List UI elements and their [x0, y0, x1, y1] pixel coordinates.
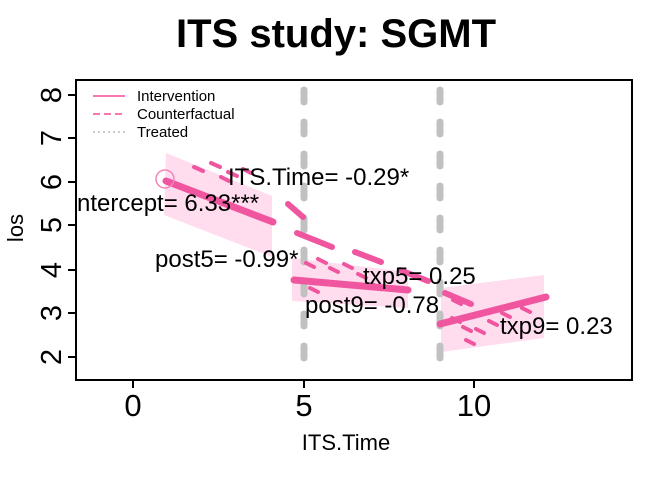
- fit-line-post5: [290, 276, 412, 294]
- counterfactual-dashed-line: [285, 201, 474, 307]
- ci-band-pre: [164, 153, 272, 257]
- x-axis-label: ITS.Time: [301, 430, 391, 455]
- y-axis-label: los: [3, 213, 28, 243]
- axis-tick-marks: [68, 94, 475, 388]
- interruption-lines: [300, 86, 444, 375]
- legend-label-counterfactual: Counterfactual: [137, 106, 235, 123]
- chart-title: ITS study: SGMT: [176, 12, 496, 56]
- y-tick-label-7: 7: [35, 129, 68, 147]
- plot-border: [75, 79, 633, 381]
- start-point-circle: [155, 169, 175, 189]
- fit-line-pre: [162, 177, 277, 226]
- legend-line-samples: [93, 95, 125, 133]
- annotation-txp5: txp5= 0.25: [363, 263, 476, 290]
- y-tick-label-6: 6: [35, 173, 68, 191]
- annotation-post9: post9= -0.78: [305, 292, 440, 319]
- annotation-slope: ITS.Time= -0.29*: [228, 164, 410, 191]
- legend-label-intervention: Intervention: [137, 88, 216, 105]
- y-tick-label-4: 4: [35, 261, 68, 279]
- x-tick-label-5: 5: [295, 388, 313, 423]
- y-tick-label-2: 2: [35, 348, 68, 366]
- intervention-fit-lines: [162, 177, 550, 328]
- annotation-intercept: ntercept= 6.33***: [77, 190, 260, 217]
- y-tick-label-5: 5: [35, 216, 68, 234]
- x-tick-label-10: 10: [456, 388, 492, 423]
- annotation-txp9: txp9= 0.23: [500, 313, 613, 340]
- y-tick-label-8: 8: [35, 86, 68, 104]
- legend-label-treated: Treated: [137, 124, 189, 141]
- y-tick-label-3: 3: [35, 304, 68, 322]
- fit-line-post9: [436, 293, 550, 328]
- x-tick-label-0: 0: [124, 388, 142, 423]
- annotation-post5: post5= -0.99*: [155, 246, 299, 273]
